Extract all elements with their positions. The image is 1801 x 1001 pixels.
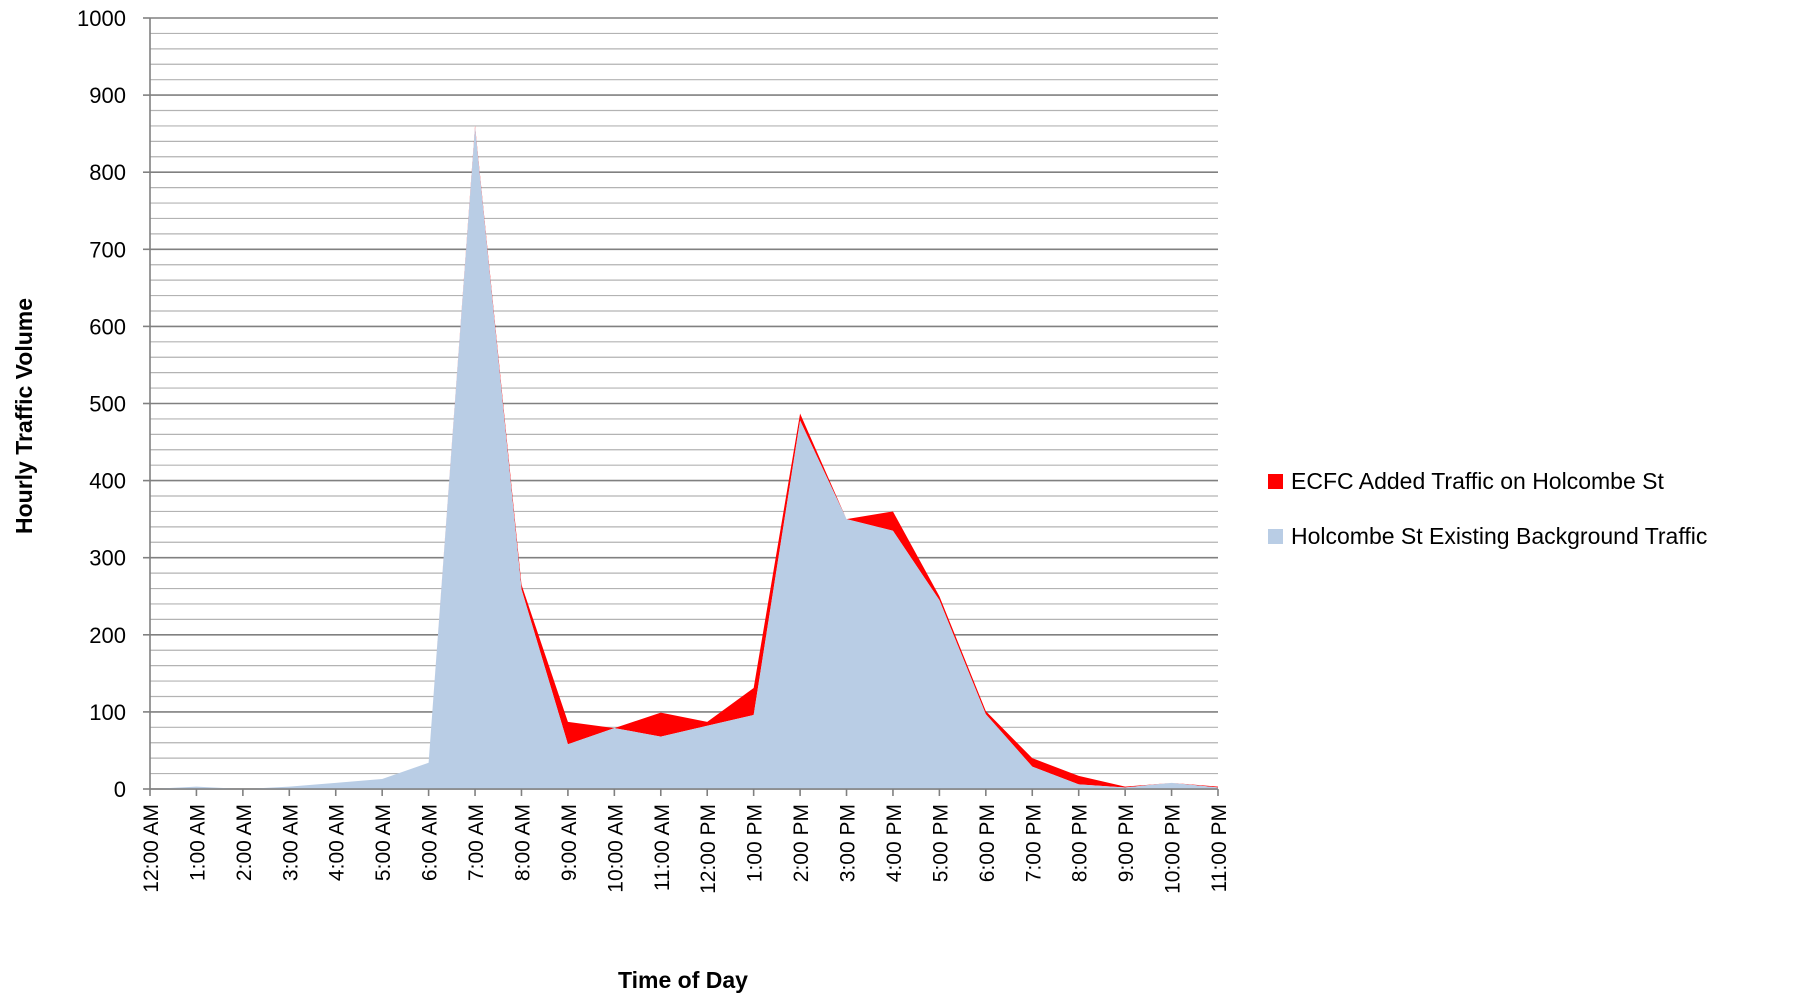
y-tick-label: 500 [89,392,126,417]
x-tick-label: 12:00 AM [140,804,163,893]
x-tick-label: 11:00 PM [1208,804,1231,892]
plot-area [150,125,1218,790]
y-tick-label: 300 [89,546,126,571]
x-tick-label: 8:00 AM [511,804,534,881]
y-tick-label: 1000 [77,6,126,31]
x-tick-label: 9:00 PM [1115,804,1138,882]
x-tick-label: 1:00 AM [186,804,209,881]
y-tick-label: 200 [89,623,126,648]
x-tick-label: 6:00 AM [419,804,442,881]
x-tick-label: 9:00 AM [558,804,581,881]
x-axis-title: Time of Day [618,967,748,993]
x-tick-label: 5:00 AM [372,804,395,881]
x-tick-label: 10:00 AM [604,804,627,893]
y-tick-label: 0 [114,777,126,802]
legend-label: Holcombe St Existing Background Traffic [1291,523,1707,549]
x-tick-label: 3:00 AM [279,804,302,881]
area-ecfc-added-traffic [150,125,1218,789]
x-tick-label: 7:00 AM [465,804,488,881]
x-tick-label: 6:00 PM [976,804,999,882]
x-tick-label: 12:00 PM [697,804,720,894]
y-axis-ticks: 0 100 200 300 400 500 600 700 800 900 1000 [77,6,126,802]
x-tick-label: 4:00 PM [883,804,906,882]
x-axis-ticks: 12:00 AM 1:00 AM 2:00 AM 3:00 AM 4:00 AM 5:00… [140,804,1231,894]
legend: ECFC Added Traffic on Holcombe St Holcomb… [1268,468,1707,549]
y-tick-label: 700 [89,237,126,262]
area-holcombe-background-traffic [150,127,1218,790]
x-tick-label: 3:00 PM [837,804,860,882]
y-tick-label: 900 [89,83,126,108]
x-tick-label: 2:00 PM [790,804,813,882]
x-tick-label: 5:00 PM [929,804,952,882]
x-tick-label: 4:00 AM [326,804,349,881]
x-tick-label: 2:00 AM [233,804,256,881]
y-tick-label: 100 [89,700,126,725]
axes [143,17,1219,796]
y-tick-label: 600 [89,314,126,339]
x-tick-label: 8:00 PM [1069,804,1092,882]
x-tick-label: 1:00 PM [744,804,767,882]
x-tick-label: 11:00 AM [651,804,674,891]
x-tick-label: 7:00 PM [1022,804,1045,882]
y-axis-title: Hourly Traffic Volume [11,298,37,534]
grid [150,17,1218,790]
y-tick-label: 400 [89,469,126,494]
legend-label: ECFC Added Traffic on Holcombe St [1291,468,1664,494]
x-tick-label: 10:00 PM [1162,804,1185,894]
y-tick-label: 800 [89,160,126,185]
legend-swatch [1268,529,1283,544]
legend-swatch [1268,474,1283,489]
